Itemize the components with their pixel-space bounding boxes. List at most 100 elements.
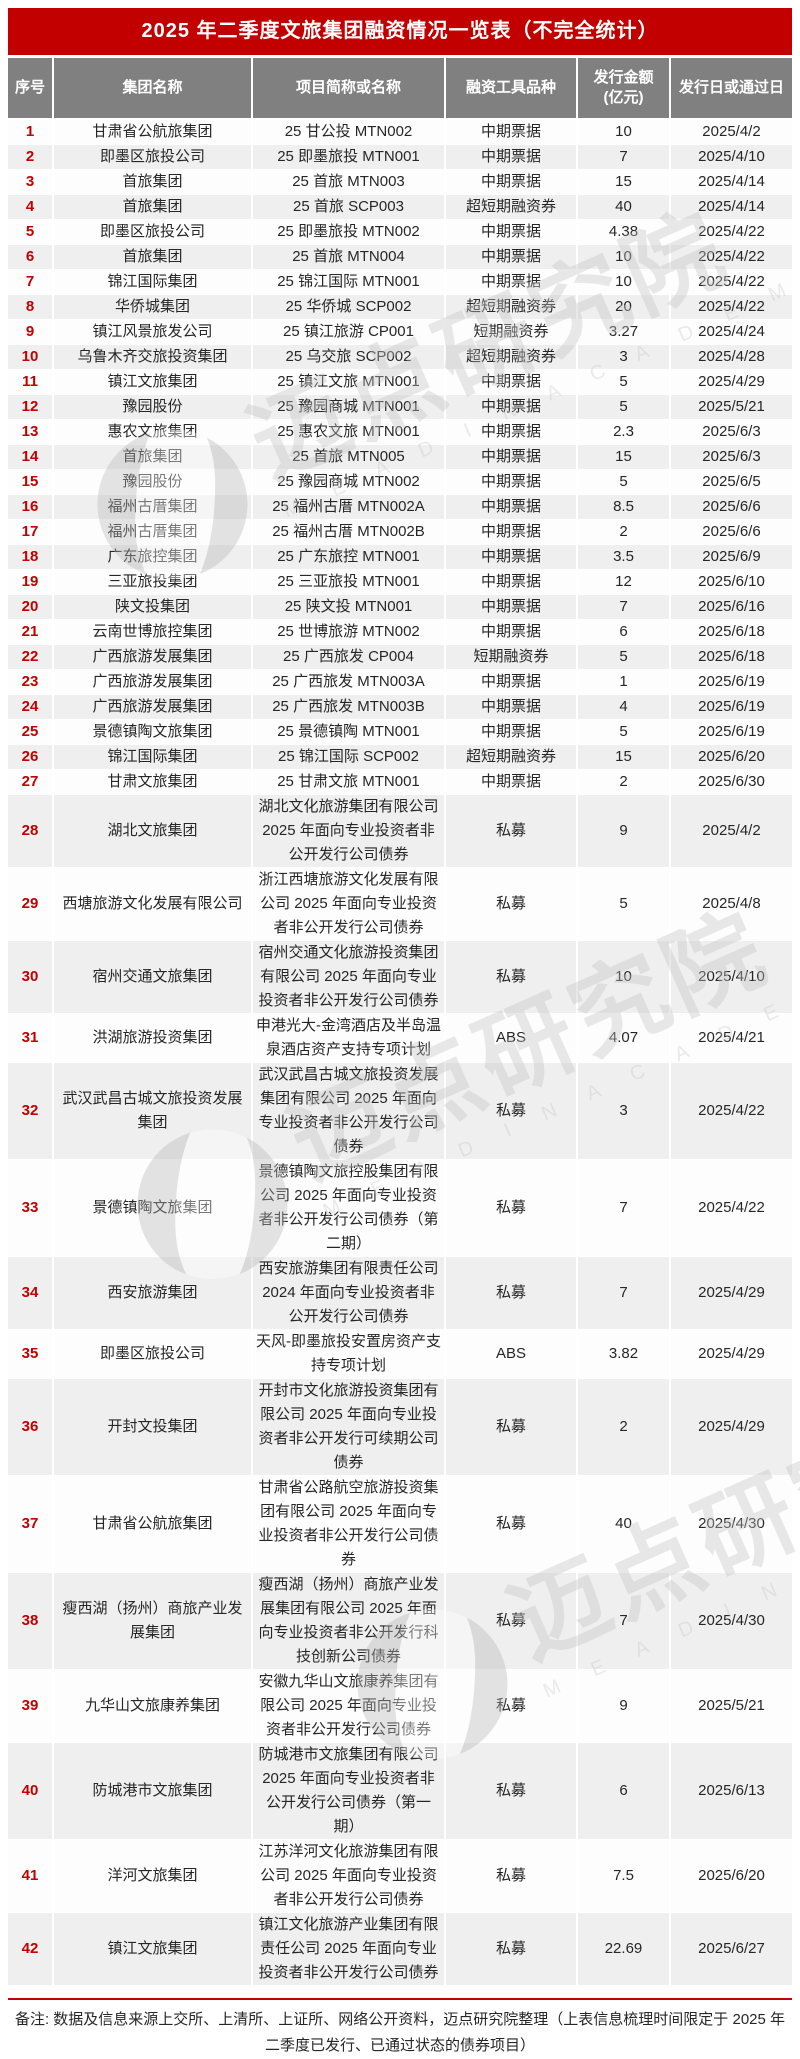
table-row: 30 宿州交通文旅集团 宿州交通文化旅游投资集团有限公司 2025 年面向专业投资者… — [8, 940, 792, 1014]
cell-group-name: 锦江国际集团 — [53, 269, 253, 295]
table-row: 25 景德镇陶文旅集团 25 景德镇陶 MTN001 中期票据 5 2025/6/19 — [8, 719, 792, 745]
cell-index: 22 — [8, 644, 54, 670]
cell-issue-date: 2025/6/30 — [670, 769, 792, 795]
cell-issue-date: 2025/4/2 — [670, 119, 792, 145]
cell-project-name: 25 镇江旅游 CP001 — [252, 319, 446, 345]
cell-group-name: 瘦西湖（扬州）商旅产业发展集团 — [53, 1572, 253, 1670]
cell-issue-amount: 3.5 — [577, 544, 671, 570]
cell-index: 33 — [8, 1159, 54, 1257]
cell-instrument-type: 中期票据 — [445, 669, 578, 695]
cell-index: 2 — [8, 144, 54, 170]
cell-index: 18 — [8, 544, 54, 570]
cell-project-name: 天风-即墨旅投安置房资产支持专项计划 — [252, 1329, 446, 1379]
cell-group-name: 开封文投集团 — [53, 1378, 253, 1476]
cell-issue-date: 2025/4/29 — [670, 369, 792, 395]
cell-index: 3 — [8, 169, 54, 195]
cell-issue-date: 2025/6/19 — [670, 669, 792, 695]
footnote: 备注: 数据及信息来源上交所、上清所、上证所、网络公开资料，迈点研究院整理（上表… — [8, 1998, 792, 2059]
table-row: 20 陕文投集团 25 陕文投 MTN001 中期票据 7 2025/6/16 — [8, 594, 792, 620]
cell-index: 36 — [8, 1378, 54, 1476]
cell-group-name: 景德镇陶文旅集团 — [53, 1159, 253, 1257]
header-project-name: 项目简称或名称 — [252, 58, 446, 120]
cell-group-name: 湖北文旅集团 — [53, 794, 253, 868]
cell-project-name: 25 福州古厝 MTN002B — [252, 519, 446, 545]
table-row: 22 广西旅游发展集团 25 广西旅发 CP004 短期融资券 5 2025/6/18 — [8, 644, 792, 670]
cell-index: 5 — [8, 219, 54, 245]
table-row: 7 锦江国际集团 25 锦江国际 MTN001 中期票据 10 2025/4/22 — [8, 269, 792, 295]
cell-group-name: 首旅集团 — [53, 194, 253, 220]
cell-instrument-type: 中期票据 — [445, 444, 578, 470]
cell-project-name: 25 乌交旅 SCP002 — [252, 344, 446, 370]
page-title: 2025 年二季度文旅集团融资情况一览表（不完全统计） — [8, 8, 792, 55]
table-row: 41 洋河文旅集团 江苏洋河文化旅游集团有限公司 2025 年面向专业投资者非公开发… — [8, 1839, 792, 1913]
cell-project-name: 宿州交通文化旅游投资集团有限公司 2025 年面向专业投资者非公开发行公司债券 — [252, 940, 446, 1014]
table-body: 1 甘肃省公航旅集团 25 甘公投 MTN002 中期票据 10 2025/4/2 2 即墨区… — [8, 119, 792, 1986]
cell-group-name: 西安旅游集团 — [53, 1256, 253, 1330]
table-row: 23 广西旅游发展集团 25 广西旅发 MTN003A 中期票据 1 2025/6/19 — [8, 669, 792, 695]
table-row: 28 湖北文旅集团 湖北文化旅游集团有限公司 2025 年面向专业投资者非公开发行公… — [8, 794, 792, 868]
cell-instrument-type: 中期票据 — [445, 144, 578, 170]
cell-group-name: 镇江风景旅发公司 — [53, 319, 253, 345]
cell-project-name: 25 首旅 MTN004 — [252, 244, 446, 270]
cell-issue-amount: 3.82 — [577, 1329, 671, 1379]
cell-issue-date: 2025/6/9 — [670, 544, 792, 570]
cell-group-name: 首旅集团 — [53, 244, 253, 270]
cell-project-name: 防城港市文旅集团有限公司 2025 年面向专业投资者非公开发行公司债券（第一期） — [252, 1742, 446, 1840]
cell-issue-amount: 40 — [577, 1475, 671, 1573]
cell-index: 8 — [8, 294, 54, 320]
cell-issue-date: 2025/4/10 — [670, 940, 792, 1014]
cell-index: 23 — [8, 669, 54, 695]
cell-index: 29 — [8, 867, 54, 941]
cell-issue-amount: 10 — [577, 244, 671, 270]
cell-index: 6 — [8, 244, 54, 270]
cell-instrument-type: 中期票据 — [445, 169, 578, 195]
cell-project-name: 25 豫园商城 MTN001 — [252, 394, 446, 420]
header-issue-date: 发行日或通过日 — [670, 58, 792, 120]
cell-project-name: 25 豫园商城 MTN002 — [252, 469, 446, 495]
cell-group-name: 惠农文旅集团 — [53, 419, 253, 445]
cell-index: 42 — [8, 1912, 54, 1986]
cell-issue-date: 2025/4/29 — [670, 1378, 792, 1476]
cell-issue-date: 2025/4/28 — [670, 344, 792, 370]
cell-instrument-type: 中期票据 — [445, 769, 578, 795]
cell-project-name: 开封市文化旅游投资集团有限公司 2025 年面向专业投资者非公开发行可续期公司债… — [252, 1378, 446, 1476]
cell-instrument-type: 中期票据 — [445, 394, 578, 420]
cell-group-name: 锦江国际集团 — [53, 744, 253, 770]
cell-issue-amount: 7 — [577, 594, 671, 620]
cell-instrument-type: 中期票据 — [445, 494, 578, 520]
cell-issue-amount: 7.5 — [577, 1839, 671, 1913]
cell-group-name: 武汉武昌古城文旅投资发展集团 — [53, 1062, 253, 1160]
cell-instrument-type: 中期票据 — [445, 419, 578, 445]
cell-project-name: 武汉武昌古城文旅投资发展集团有限公司 2025 年面向专业投资者非公开发行公司债… — [252, 1062, 446, 1160]
cell-instrument-type: 中期票据 — [445, 694, 578, 720]
cell-instrument-type: 中期票据 — [445, 244, 578, 270]
cell-instrument-type: 私募 — [445, 1912, 578, 1986]
cell-group-name: 甘肃省公航旅集团 — [53, 1475, 253, 1573]
cell-index: 28 — [8, 794, 54, 868]
cell-index: 10 — [8, 344, 54, 370]
cell-instrument-type: 中期票据 — [445, 594, 578, 620]
cell-issue-amount: 10 — [577, 119, 671, 145]
cell-issue-amount: 5 — [577, 719, 671, 745]
cell-group-name: 广西旅游发展集团 — [53, 694, 253, 720]
cell-issue-date: 2025/5/21 — [670, 1669, 792, 1743]
cell-issue-amount: 12 — [577, 569, 671, 595]
cell-group-name: 西塘旅游文化发展有限公司 — [53, 867, 253, 941]
cell-instrument-type: 私募 — [445, 1159, 578, 1257]
table-row: 11 镇江文旅集团 25 镇江文旅 MTN001 中期票据 5 2025/4/29 — [8, 369, 792, 395]
cell-issue-date: 2025/4/29 — [670, 1256, 792, 1330]
table-row: 18 广东旅控集团 25 广东旅控 MTN001 中期票据 3.5 2025/6/9 — [8, 544, 792, 570]
cell-project-name: 25 广西旅发 MTN003B — [252, 694, 446, 720]
table-row: 39 九华山文旅康养集团 安徽九华山文旅康养集团有限公司 2025 年面向专业投资者… — [8, 1669, 792, 1743]
cell-index: 13 — [8, 419, 54, 445]
cell-group-name: 即墨区旅投公司 — [53, 144, 253, 170]
cell-instrument-type: 私募 — [445, 1839, 578, 1913]
table-row: 35 即墨区旅投公司 天风-即墨旅投安置房资产支持专项计划 ABS 3.82 2025/4… — [8, 1329, 792, 1379]
table-row: 40 防城港市文旅集团 防城港市文旅集团有限公司 2025 年面向专业投资者非公开发… — [8, 1742, 792, 1840]
cell-issue-date: 2025/4/21 — [670, 1013, 792, 1063]
cell-instrument-type: 私募 — [445, 1742, 578, 1840]
cell-issue-date: 2025/6/19 — [670, 719, 792, 745]
cell-project-name: 25 甘公投 MTN002 — [252, 119, 446, 145]
cell-project-name: 25 惠农文旅 MTN001 — [252, 419, 446, 445]
cell-project-name: 浙江西塘旅游文化发展有限公司 2025 年面向专业投资者非公开发行公司债券 — [252, 867, 446, 941]
